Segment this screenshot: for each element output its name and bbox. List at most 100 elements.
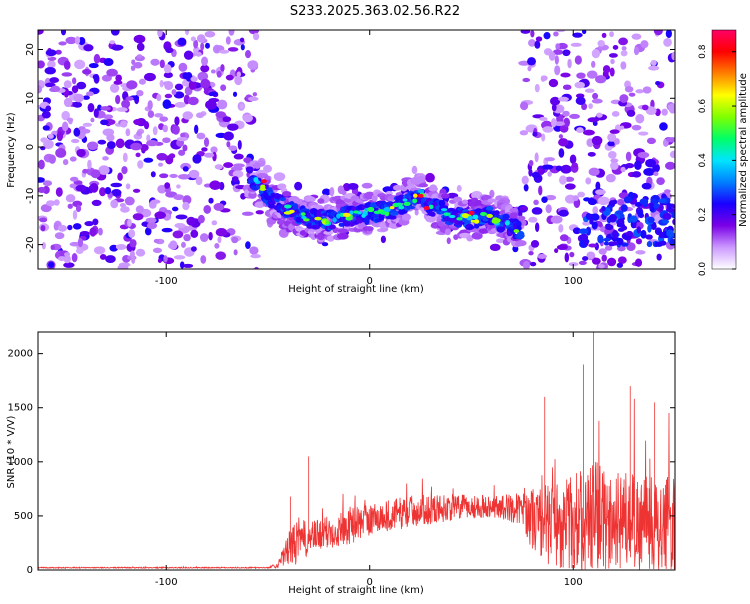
heatmap-cell [103,114,113,120]
heatmap-cell [610,158,619,163]
heatmap-cell [556,244,568,251]
heatmap-cell [325,219,330,225]
heatmap-cell [131,59,136,65]
heatmap-cell [67,203,73,209]
heatmap-cell [361,213,366,218]
heatmap-cell [44,67,56,75]
heatmap-cell [73,127,81,137]
heatmap-cell [169,173,178,179]
heatmap-cell [558,96,569,102]
heatmap-cell [650,59,657,66]
heatmap-cell [635,238,643,245]
heatmap-cell [608,213,618,223]
snr-x-tick-label: 100 [564,577,583,588]
heatmap-cell [120,206,130,213]
heatmap-cell [173,194,185,201]
heatmap-cell [592,206,599,215]
heatmap-cell [211,220,218,226]
heatmap-cell [589,217,594,225]
heatmap-cells [38,30,675,269]
heatmap-cell [558,209,569,217]
heatmap-cell [337,232,349,240]
heatmap-cell [227,47,239,52]
heatmap-cell [597,196,610,206]
heatmap-cell [558,138,569,147]
heatmap-cell [40,204,52,213]
heatmap-cell [311,224,321,230]
heatmap-cell [588,167,600,177]
heatmap-cell [516,215,526,221]
heatmap-cell [239,37,245,43]
heatmap-cell [615,210,624,215]
heatmap-cell [177,37,187,46]
heatmap-cell [89,183,99,193]
heatmap-cell [617,198,625,206]
heatmap-cell [50,244,55,251]
heatmap-cell [69,183,77,189]
heatmap-cell [314,216,322,221]
heatmap-cell [47,133,54,139]
heatmap-cell [190,246,197,252]
heatmap-cell [569,251,575,258]
heatmap-cell [592,92,599,100]
heatmap-cell [116,107,128,112]
snr-series-line [38,332,675,570]
heatmap-cell [159,173,169,179]
heatmap-cell [621,46,627,51]
heatmap-cell [612,229,619,239]
heatmap-cell [626,242,636,252]
heatmap-cell [115,243,127,251]
heatmap-cell [329,187,335,197]
heatmap-cell [143,157,154,163]
colorbar-tick-label: 0.2 [698,208,708,222]
heatmap-cell [650,198,658,204]
heatmap-cell [136,42,145,52]
heatmap-cell [661,108,668,116]
colorbar-tick-label: 0.6 [698,99,708,114]
heatmap-cell [661,219,670,224]
heatmap-cell [547,171,553,177]
heatmap-cell [182,166,189,172]
heatmap-cell [328,224,336,230]
heatmap-cell [443,212,451,216]
heatmap-cell [115,138,125,149]
heatmap-cell [38,159,45,170]
snr-y-tick-label: 500 [14,511,33,522]
heatmap-cell [90,117,95,123]
heatmap-y-tick-label: 10 [25,92,36,105]
heatmap-cell [173,255,186,260]
heatmap-cell [40,225,46,232]
snr-y-tick-label: 0 [27,565,33,576]
heatmap-cell [411,165,418,175]
heatmap-cell [203,137,210,148]
snr-frame [37,331,676,571]
heatmap-cell [153,238,160,244]
heatmap-cell [234,75,243,86]
heatmap-cell [586,251,596,260]
heatmap-cell [625,151,632,162]
heatmap-cell [629,215,638,223]
heatmap-cell [63,80,72,89]
heatmap-cell [637,209,644,218]
heatmap-cell [186,216,196,226]
heatmap-cell [130,65,136,71]
heatmap-cell [338,222,344,227]
heatmap-cell [521,175,529,185]
heatmap-cell [466,235,474,242]
heatmap-cell [101,74,112,82]
heatmap-cell [54,232,65,240]
heatmap-cell [125,183,131,190]
heatmap-cell [99,253,107,260]
heatmap-cell [548,78,559,88]
snr-x-axis-label: Height of straight line (km) [288,585,424,596]
heatmap-cell [117,172,123,181]
heatmap-cell [73,93,84,103]
heatmap-cell [75,184,87,192]
heatmap-cell [609,241,619,246]
heatmap-cell [196,132,206,140]
heatmap-cell [539,116,548,121]
heatmap-cell [48,154,56,164]
heatmap-cell [91,199,102,207]
heatmap-cell [671,210,675,219]
